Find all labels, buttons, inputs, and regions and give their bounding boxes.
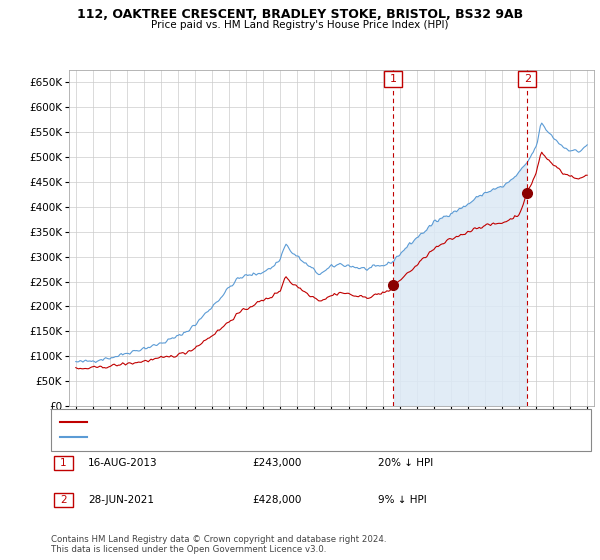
Text: £428,000: £428,000 — [252, 495, 301, 505]
Text: 2: 2 — [60, 495, 67, 505]
Text: 1: 1 — [390, 74, 397, 84]
Text: 112, OAKTREE CRESCENT, BRADLEY STOKE, BRISTOL, BS32 9AB (detached house): 112, OAKTREE CRESCENT, BRADLEY STOKE, BR… — [93, 417, 482, 426]
Text: 1: 1 — [60, 459, 67, 468]
Text: Price paid vs. HM Land Registry's House Price Index (HPI): Price paid vs. HM Land Registry's House … — [151, 20, 449, 30]
Text: 2: 2 — [524, 74, 531, 84]
Text: 9% ↓ HPI: 9% ↓ HPI — [378, 495, 427, 505]
Text: 112, OAKTREE CRESCENT, BRADLEY STOKE, BRISTOL, BS32 9AB: 112, OAKTREE CRESCENT, BRADLEY STOKE, BR… — [77, 8, 523, 21]
Text: £243,000: £243,000 — [252, 459, 301, 468]
Text: 28-JUN-2021: 28-JUN-2021 — [88, 495, 154, 505]
Text: Contains HM Land Registry data © Crown copyright and database right 2024.
This d: Contains HM Land Registry data © Crown c… — [51, 535, 386, 554]
Text: 20% ↓ HPI: 20% ↓ HPI — [378, 459, 433, 468]
Text: HPI: Average price, detached house, South Gloucestershire: HPI: Average price, detached house, Sout… — [93, 432, 374, 441]
Text: 16-AUG-2013: 16-AUG-2013 — [88, 459, 158, 468]
